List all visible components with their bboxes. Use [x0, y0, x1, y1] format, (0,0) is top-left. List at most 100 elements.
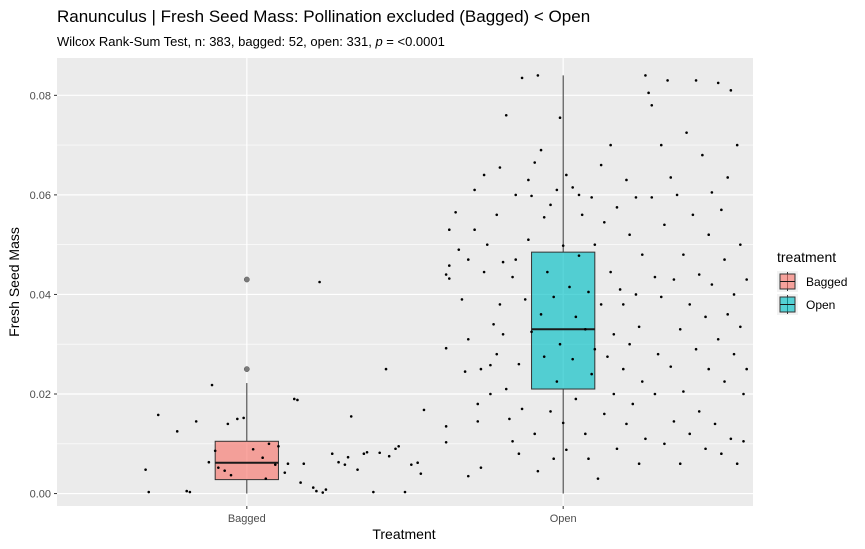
data-point: [511, 439, 514, 443]
data-point: [511, 275, 514, 279]
data-point: [365, 450, 369, 454]
data-point: [593, 347, 597, 351]
data-point: [242, 416, 245, 420]
data-point: [277, 444, 280, 448]
data-point: [343, 463, 347, 466]
data-point: [618, 288, 622, 291]
data-point: [713, 422, 717, 426]
data-point: [628, 233, 631, 237]
data-point: [447, 264, 451, 267]
data-point: [558, 116, 562, 120]
data-point: [599, 163, 603, 167]
data-point: [615, 206, 619, 209]
data-point: [558, 342, 562, 346]
data-point: [672, 278, 676, 281]
data-point: [466, 337, 470, 341]
data-point: [466, 258, 470, 261]
data-point: [457, 248, 461, 251]
data-point: [628, 342, 631, 346]
data-point: [745, 367, 748, 371]
data-point: [292, 397, 296, 401]
data-point: [501, 260, 505, 264]
data-point: [710, 283, 714, 286]
data-point: [672, 420, 676, 423]
data-point: [286, 462, 290, 465]
data-point: [653, 392, 657, 396]
data-point: [631, 402, 635, 406]
data-point: [739, 243, 742, 246]
x-tick-label: Bagged: [228, 513, 266, 525]
data-point: [542, 355, 546, 358]
data-point: [251, 447, 255, 451]
data-point: [299, 481, 302, 484]
data-point: [584, 432, 587, 436]
data-point: [498, 303, 502, 306]
data-point: [723, 258, 726, 261]
data-point: [530, 330, 533, 334]
data-point: [697, 273, 701, 276]
data-point: [229, 473, 233, 477]
data-point: [565, 448, 568, 452]
data-point: [520, 407, 524, 411]
data-point: [397, 444, 400, 448]
data-point: [735, 462, 739, 465]
data-point: [735, 143, 739, 147]
data-point: [530, 194, 533, 198]
data-point: [296, 398, 299, 402]
data-point: [634, 293, 638, 296]
data-point: [422, 408, 426, 412]
legend-item-bagged: Bagged: [777, 271, 847, 292]
data-point: [625, 178, 628, 182]
data-point: [704, 315, 707, 319]
data-point: [479, 367, 483, 371]
data-point: [593, 243, 597, 246]
data-point: [707, 233, 711, 237]
data-point: [539, 313, 543, 316]
data-point: [236, 417, 239, 421]
data-point: [536, 74, 540, 77]
data-point: [568, 285, 571, 289]
data-point: [482, 173, 486, 177]
y-tick-label: 0.02: [30, 389, 51, 401]
outlier-point: [243, 366, 250, 372]
data-point: [716, 337, 720, 341]
box-iqr: [531, 251, 596, 390]
data-point: [726, 176, 729, 179]
data-point: [723, 380, 726, 383]
data-point: [536, 469, 540, 473]
data-point: [489, 392, 492, 396]
data-point: [324, 488, 328, 491]
data-point: [590, 196, 593, 199]
data-point: [688, 303, 692, 306]
data-point: [207, 460, 211, 464]
data-point: [447, 277, 451, 280]
data-point: [372, 490, 375, 494]
boxplot-bagged: [214, 276, 279, 494]
data-point: [599, 303, 603, 306]
data-point: [580, 213, 584, 217]
data-point: [514, 193, 518, 197]
data-point: [656, 352, 660, 356]
subtitle-prefix: Wilcox Rank-Sum Test, n: 383, bagged: 52…: [57, 34, 375, 49]
data-point: [609, 270, 612, 274]
data-point: [495, 213, 499, 217]
data-point: [659, 143, 663, 147]
data-point: [621, 303, 625, 306]
data-point: [466, 474, 470, 478]
data-point: [311, 486, 315, 489]
data-point: [226, 422, 230, 426]
data-point: [387, 454, 391, 458]
data-point: [590, 372, 593, 376]
data-point: [213, 449, 217, 453]
y-tick-label: 0.06: [30, 190, 51, 202]
data-point: [501, 332, 505, 336]
data-point: [561, 244, 565, 247]
data-point: [549, 203, 552, 207]
data-point: [647, 91, 650, 95]
data-point: [609, 143, 612, 147]
data-point: [318, 280, 321, 284]
data-point: [546, 270, 549, 274]
data-point: [640, 380, 644, 383]
data-point: [492, 323, 495, 326]
